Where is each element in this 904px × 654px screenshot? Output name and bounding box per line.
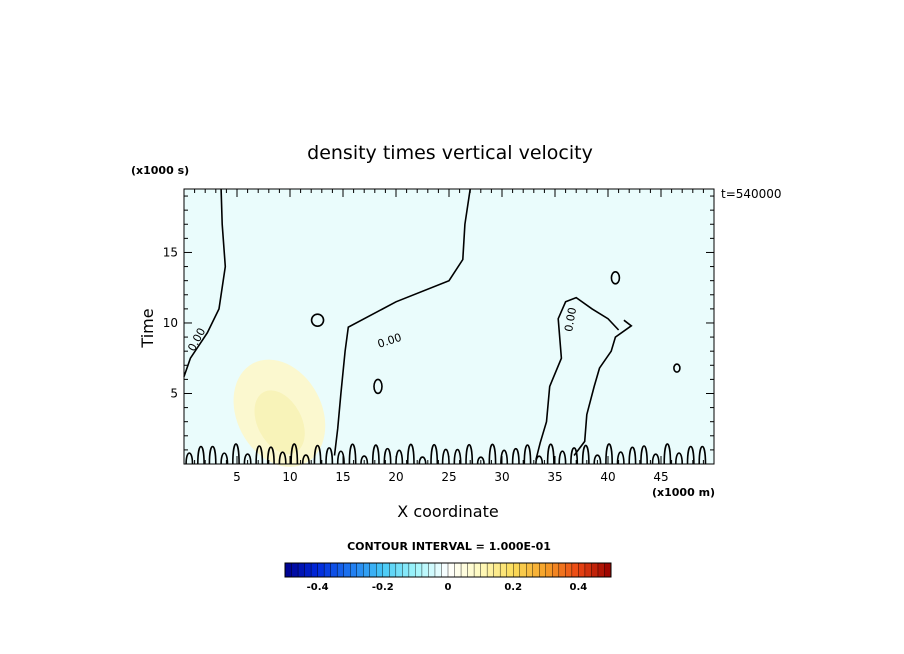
y-ticks: 5 10 15 xyxy=(163,195,714,451)
x-tick-label: 30 xyxy=(494,470,509,484)
x-tick-label: 20 xyxy=(388,470,403,484)
colorbar-cell xyxy=(493,562,501,578)
colorbar-cell xyxy=(441,562,449,578)
colorbar-tick-label: 0.2 xyxy=(504,582,522,593)
colorbar-tick-label: 0.4 xyxy=(570,582,588,593)
contour-loop xyxy=(310,313,325,327)
colorbar-cell xyxy=(382,562,390,578)
contour-label: 0.00 xyxy=(562,306,579,332)
colorbar-tick-label: -0.2 xyxy=(372,582,394,593)
colorbar-cell xyxy=(395,562,403,578)
colorbar-cell xyxy=(447,562,456,578)
colorbar-cell xyxy=(526,562,534,578)
y-tick-label: 15 xyxy=(163,245,178,259)
colorbar-cell xyxy=(473,562,482,578)
x-tick-label: 25 xyxy=(441,470,456,484)
x-tick-label: 40 xyxy=(600,470,615,484)
colorbar-cell xyxy=(389,562,397,578)
colorbar-cell xyxy=(336,562,345,578)
colorbar-cell xyxy=(297,562,306,578)
colorbar-cell xyxy=(402,562,410,578)
colorbar-cell xyxy=(584,562,592,578)
x-ticks: 5 10 15 20 25 30 35 40 45 xyxy=(194,189,704,484)
x-tick-label: 15 xyxy=(335,470,350,484)
colorbar-tick-label: 0 xyxy=(445,582,452,593)
colorbar-cell xyxy=(363,562,371,578)
chart-title: density times vertical velocity xyxy=(307,142,593,164)
colorbar-cell xyxy=(506,562,514,578)
colorbar-cell xyxy=(499,562,508,578)
colorbar-frame xyxy=(284,562,612,578)
colorbar-cell xyxy=(317,562,325,578)
colorbar-cell xyxy=(539,562,547,578)
y-axis-label: Time xyxy=(138,308,157,348)
zero-contour-line xyxy=(333,188,471,456)
colorbar-cell xyxy=(467,562,475,578)
colorbar-cell xyxy=(545,562,553,578)
colorbar-cell xyxy=(519,562,527,578)
colorbar-cell xyxy=(428,562,436,578)
colorbar-cell xyxy=(597,562,605,578)
colorbar-cell xyxy=(408,562,416,578)
colorbar-cell xyxy=(460,562,469,578)
x-axis-label: X coordinate xyxy=(397,502,498,521)
zero-contour-line xyxy=(183,188,227,377)
colorbar-cell xyxy=(604,562,612,578)
y-unit-label: (x1000 s) xyxy=(131,164,189,177)
colorbar-cell xyxy=(486,562,495,578)
colorbar-cell xyxy=(552,562,560,578)
colorbar-cell xyxy=(291,562,299,578)
positive-field-core xyxy=(254,390,305,454)
near-surface-contours xyxy=(185,443,707,465)
colorbar-cell xyxy=(369,562,377,578)
colorbar-cell xyxy=(558,562,566,578)
x-tick-label: 5 xyxy=(233,470,241,484)
colorbar-cell xyxy=(591,562,599,578)
time-stamp: t=540000 xyxy=(721,187,782,201)
contour-interval: CONTOUR INTERVAL = 1.000E-01 xyxy=(347,540,551,553)
colorbar-cell xyxy=(454,562,462,578)
colorbar-cell xyxy=(415,562,423,578)
zero-contour-line xyxy=(573,319,633,456)
colorbar-cell xyxy=(480,562,488,578)
colorbar-cell xyxy=(434,562,442,578)
zero-contour-line xyxy=(535,296,620,460)
colorbar-cell xyxy=(578,562,586,578)
colorbar-cell xyxy=(330,562,338,578)
colorbar-cell xyxy=(304,562,312,578)
colorbar-ticks: -0.4 -0.2 0 0.2 0.4 xyxy=(307,582,588,593)
positive-field xyxy=(233,359,326,467)
colorbar-cell xyxy=(310,562,319,578)
colorbar xyxy=(284,562,612,578)
colorbar-tick-label: -0.4 xyxy=(307,582,329,593)
colorbar-cell xyxy=(356,562,364,578)
colorbar-cell xyxy=(284,562,293,578)
colorbar-cell xyxy=(532,562,540,578)
colorbar-cell xyxy=(513,562,521,578)
colorbar-cell xyxy=(565,562,573,578)
colorbar-cell xyxy=(571,562,579,578)
colorbar-cell xyxy=(350,562,358,578)
colorbar-cell xyxy=(421,562,429,578)
x-unit-label: (x1000 m) xyxy=(652,486,715,499)
x-tick-label: 35 xyxy=(547,470,562,484)
x-tick-label: 45 xyxy=(653,470,668,484)
contour-loop xyxy=(610,271,621,285)
y-tick-label: 10 xyxy=(163,316,178,330)
colorbar-cell xyxy=(323,562,332,578)
contour-loop xyxy=(673,363,681,373)
y-tick-label: 5 xyxy=(170,386,178,400)
colorbar-cell xyxy=(376,562,384,578)
x-tick-label: 10 xyxy=(282,470,297,484)
colorbar-cell xyxy=(343,562,351,578)
contour-loop xyxy=(373,378,383,395)
